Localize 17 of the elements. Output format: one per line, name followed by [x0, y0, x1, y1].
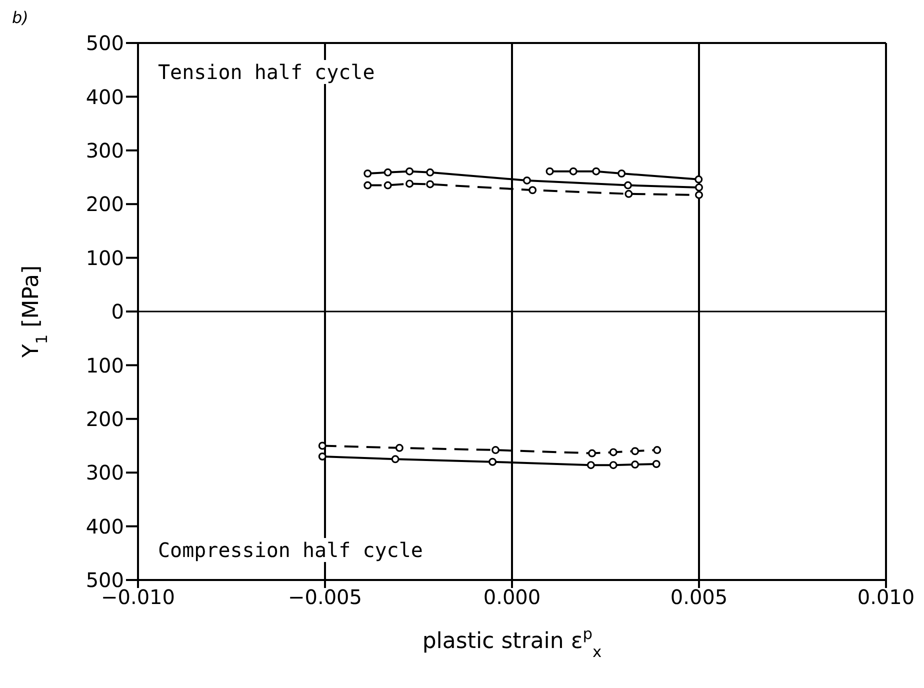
y-tick-label: 200 [86, 407, 124, 431]
x-tick-label: 0.005 [670, 585, 728, 610]
y-tick-label: 200 [86, 192, 124, 216]
annotation: Tension half cycle [158, 60, 375, 84]
y-tick-label: 400 [86, 514, 124, 538]
x-tick-label: −0.005 [288, 585, 362, 610]
y-tick-label: 0 [111, 300, 124, 324]
y-tick-label: 300 [86, 460, 124, 485]
y-tick-label: 100 [86, 246, 124, 270]
text: b) [12, 8, 28, 27]
x-tick-label: 0.000 [483, 585, 541, 610]
y-tick-label: 300 [86, 138, 124, 162]
y-tick-label: 100 [86, 353, 124, 378]
y-tick-label: 500 [86, 31, 124, 56]
y-tick-label: 400 [86, 84, 124, 109]
x-tick-label: 0.010 [857, 585, 915, 610]
annotation: Compression half cycle [158, 538, 423, 562]
